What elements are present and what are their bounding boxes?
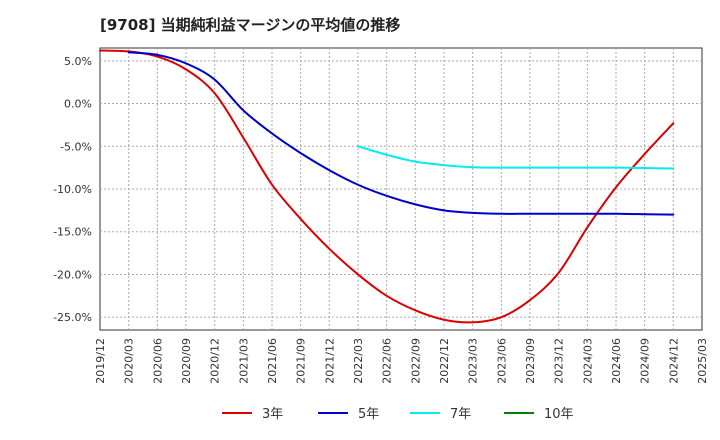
grid-lines [100, 48, 702, 330]
x-tick-label: 2022/03 [352, 338, 365, 384]
legend-label-1: 3年 [262, 407, 283, 422]
x-tick-label: 2024/03 [581, 338, 594, 384]
x-tick-label: 2024/09 [639, 338, 652, 384]
x-tick-label: 2022/06 [381, 338, 394, 384]
x-tick-label: 2023/12 [553, 338, 566, 384]
legend: 3年 5年 7年 10年 [222, 407, 574, 422]
legend-label-3: 7年 [450, 407, 471, 422]
x-tick-label: 2021/09 [295, 338, 308, 384]
y-tick-label: -15.0% [53, 226, 92, 239]
y-tick-label: -5.0% [60, 140, 92, 153]
legend-label-4: 10年 [544, 407, 574, 422]
x-tick-label: 2019/12 [94, 338, 107, 384]
chart-title: [9708] 当期純利益マージンの平均値の推移 [100, 16, 401, 34]
x-tick-label: 2024/12 [667, 338, 680, 384]
x-tick-label: 2020/03 [123, 338, 136, 384]
x-axis-ticks: 2019/12 2020/03 2020/06 2020/09 2020/12 2021/… [94, 338, 709, 384]
x-tick-label: 2023/09 [524, 338, 537, 384]
x-tick-label: 2023/06 [495, 338, 508, 384]
y-tick-label: 0.0% [64, 98, 92, 111]
series-layer [99, 49, 675, 324]
series-line-1 [99, 49, 675, 324]
x-tick-label: 2021/03 [237, 338, 250, 384]
series-line-2 [127, 51, 675, 216]
legend-label-2: 5年 [358, 407, 379, 422]
x-tick-label: 2020/06 [151, 338, 164, 384]
x-tick-label: 2023/03 [467, 338, 480, 384]
y-tick-label: -25.0% [53, 311, 92, 324]
x-tick-label: 2024/06 [610, 338, 623, 384]
x-tick-label: 2021/12 [323, 338, 336, 384]
series-line-3 [357, 145, 675, 170]
y-axis-ticks: 5.0% 0.0% -5.0% -10.0% -15.0% -20.0% -25.0% [53, 55, 92, 324]
x-tick-label: 2020/09 [180, 338, 193, 384]
y-tick-label: -20.0% [53, 268, 92, 281]
y-tick-label: -10.0% [53, 183, 92, 196]
x-tick-label: 2025/03 [696, 338, 709, 384]
x-tick-label: 2020/12 [209, 338, 222, 384]
x-tick-label: 2022/12 [438, 338, 451, 384]
y-tick-label: 5.0% [64, 55, 92, 68]
x-tick-label: 2021/06 [266, 338, 279, 384]
x-tick-label: 2022/09 [409, 338, 422, 384]
